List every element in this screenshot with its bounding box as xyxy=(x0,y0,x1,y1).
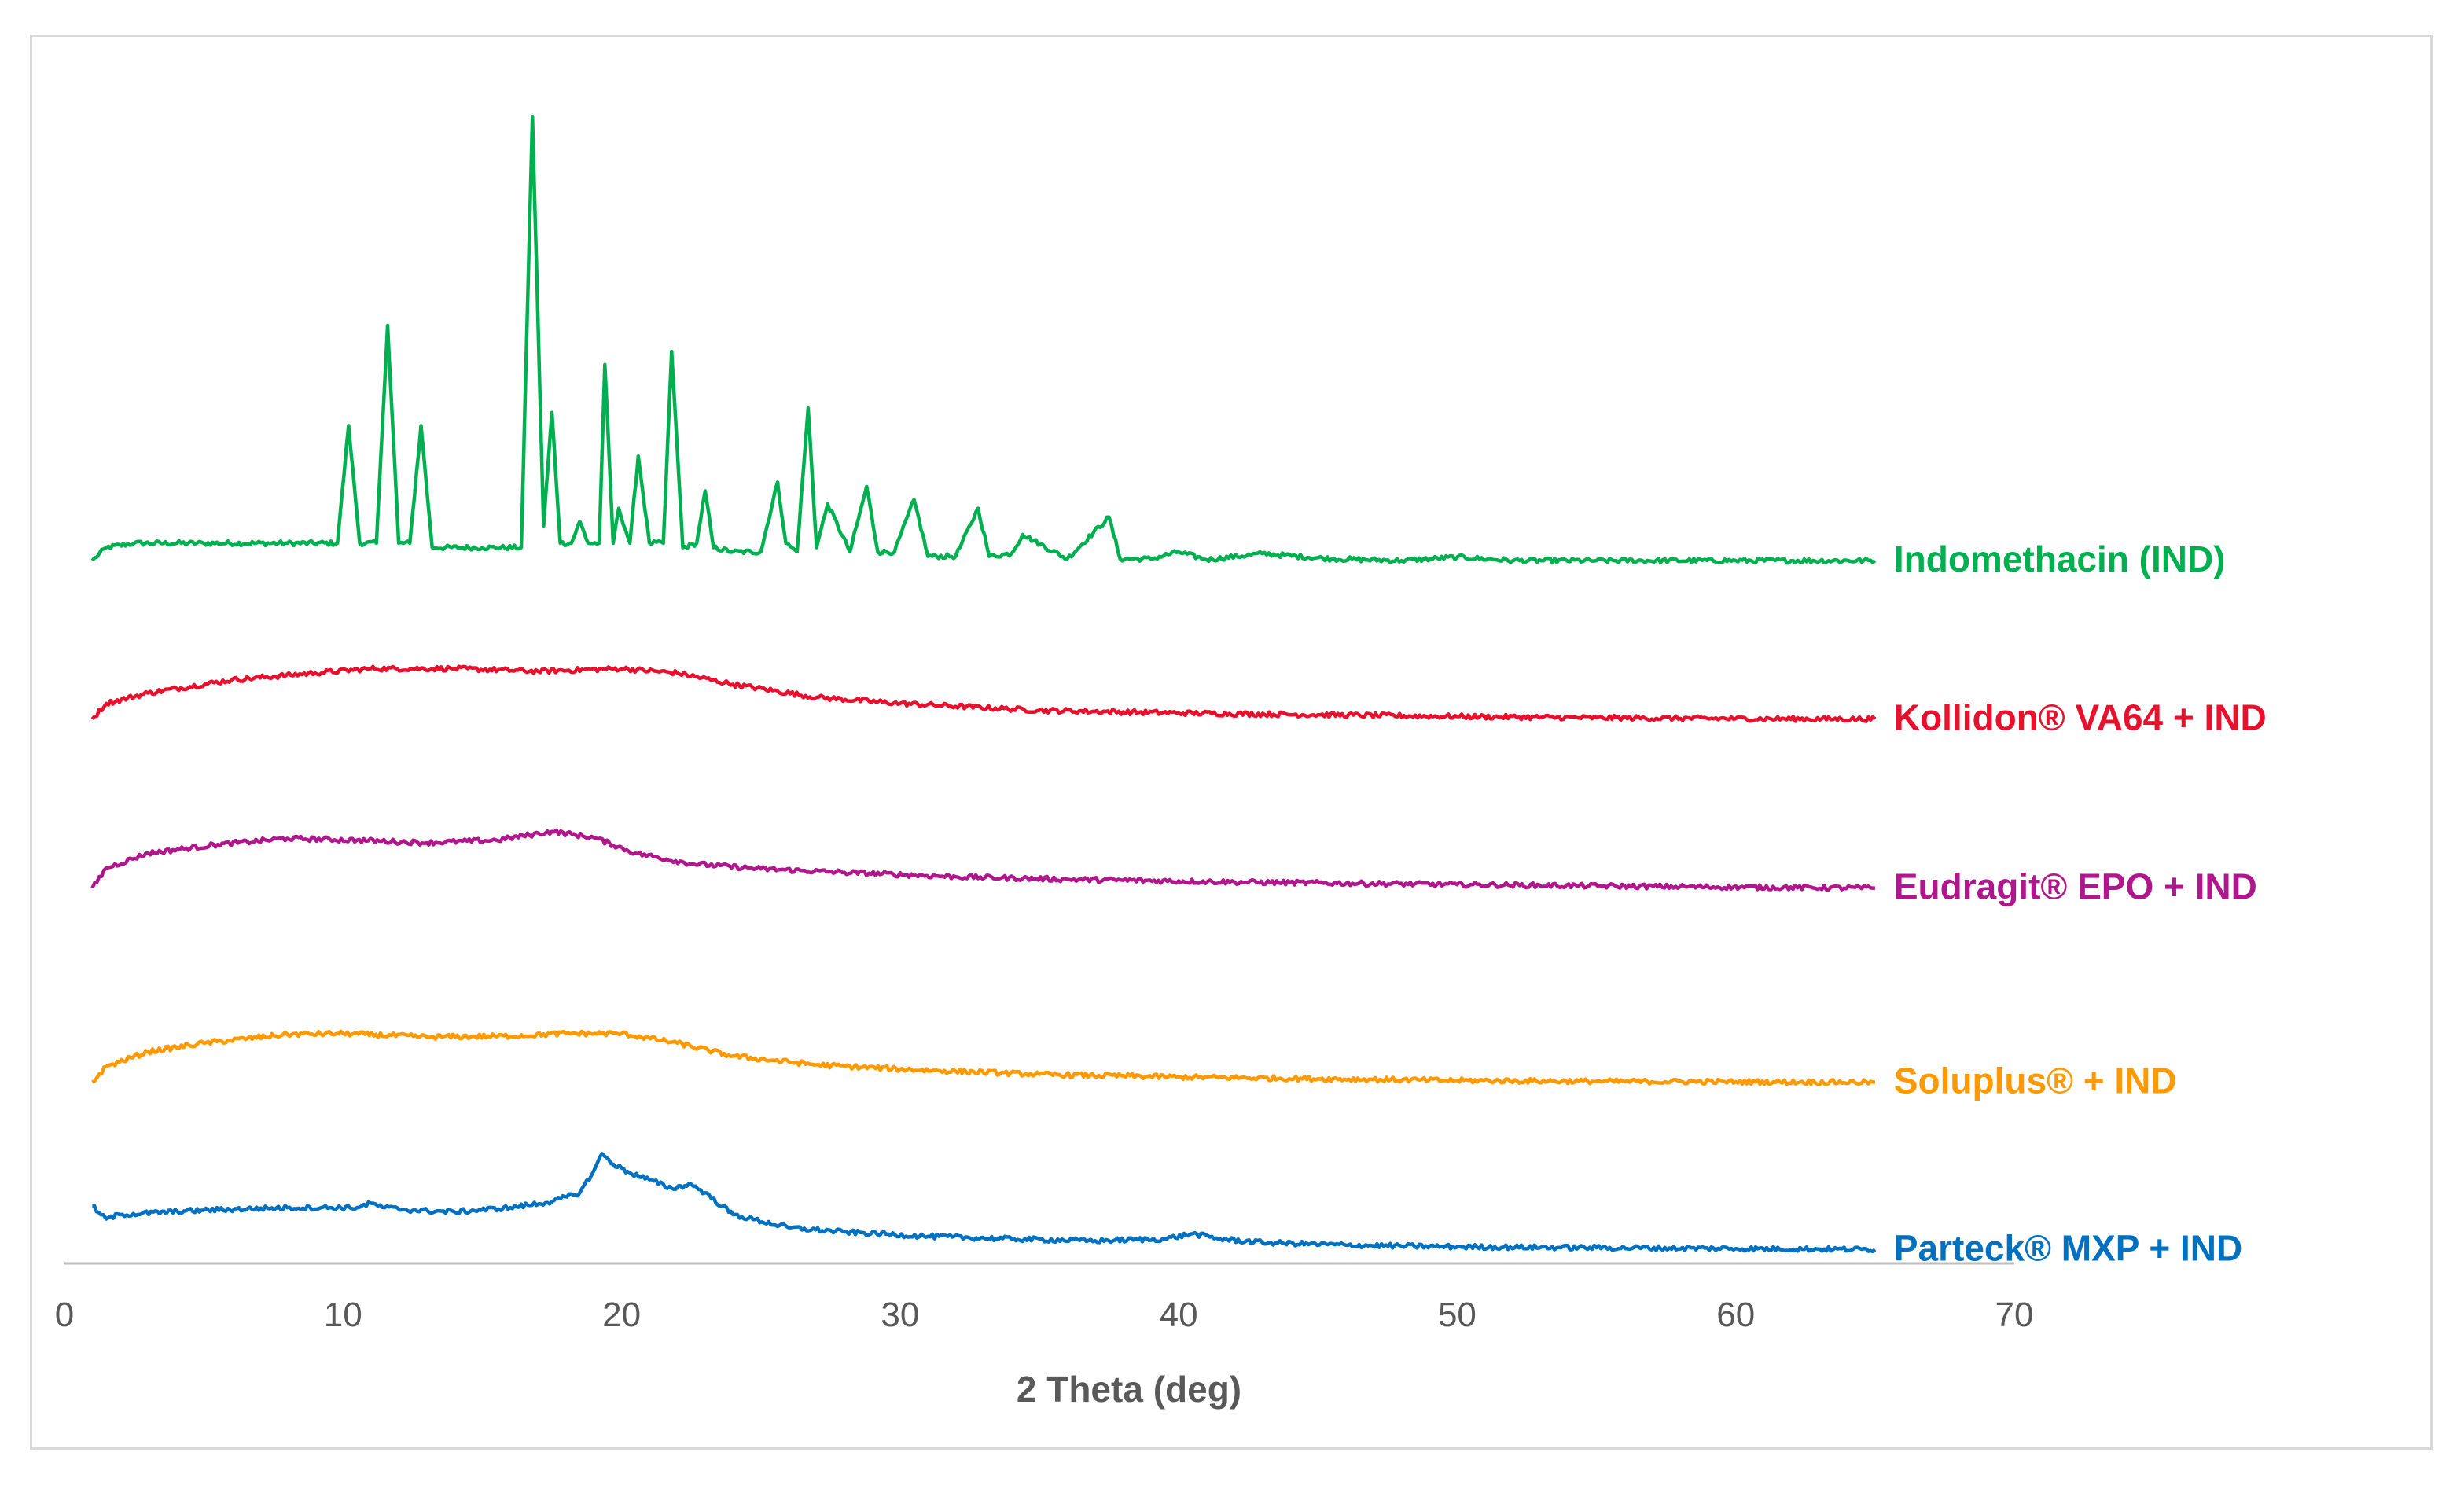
series-line-3 xyxy=(91,1029,1876,1086)
series-label-1: Kollidon® VA64 + IND xyxy=(1894,697,2267,738)
x-tick-label-70: 70 xyxy=(1995,1296,2034,1334)
series-line-2 xyxy=(90,828,1875,892)
x-tick-label-60: 60 xyxy=(1716,1296,1755,1334)
series-line-1 xyxy=(90,664,1877,723)
chart-frame: 0 10 20 30 40 50 60 70 2 Theta (deg) Indomethac… xyxy=(30,35,2433,1450)
x-tick-label-40: 40 xyxy=(1160,1296,1198,1334)
series-label-3: Soluplus® + IND xyxy=(1894,1061,2177,1101)
x-tick-label-20: 20 xyxy=(602,1296,641,1334)
x-tick-labels: 0 10 20 30 40 50 60 70 xyxy=(55,1296,2034,1334)
xrd-chart: 0 10 20 30 40 50 60 70 2 Theta (deg) Indomethac… xyxy=(55,114,2267,1410)
series-labels: Indomethacin (IND) Kollidon® VA64 + IND Eu… xyxy=(1894,539,2267,1268)
x-tick-label-10: 10 xyxy=(324,1296,362,1334)
series-label-2: Eudragit® EPO + IND xyxy=(1894,866,2257,907)
series-layer xyxy=(90,114,1877,1254)
x-tick-label-30: 30 xyxy=(881,1296,919,1334)
series-line-4 xyxy=(92,1152,1877,1254)
series-label-4: Parteck® MXP + IND xyxy=(1894,1227,2242,1268)
x-tick-label-50: 50 xyxy=(1438,1296,1477,1334)
series-label-0: Indomethacin (IND) xyxy=(1894,539,2226,579)
x-tick-label-0: 0 xyxy=(55,1296,74,1334)
series-line-0 xyxy=(90,114,1877,565)
x-axis-title: 2 Theta (deg) xyxy=(1017,1369,1241,1410)
